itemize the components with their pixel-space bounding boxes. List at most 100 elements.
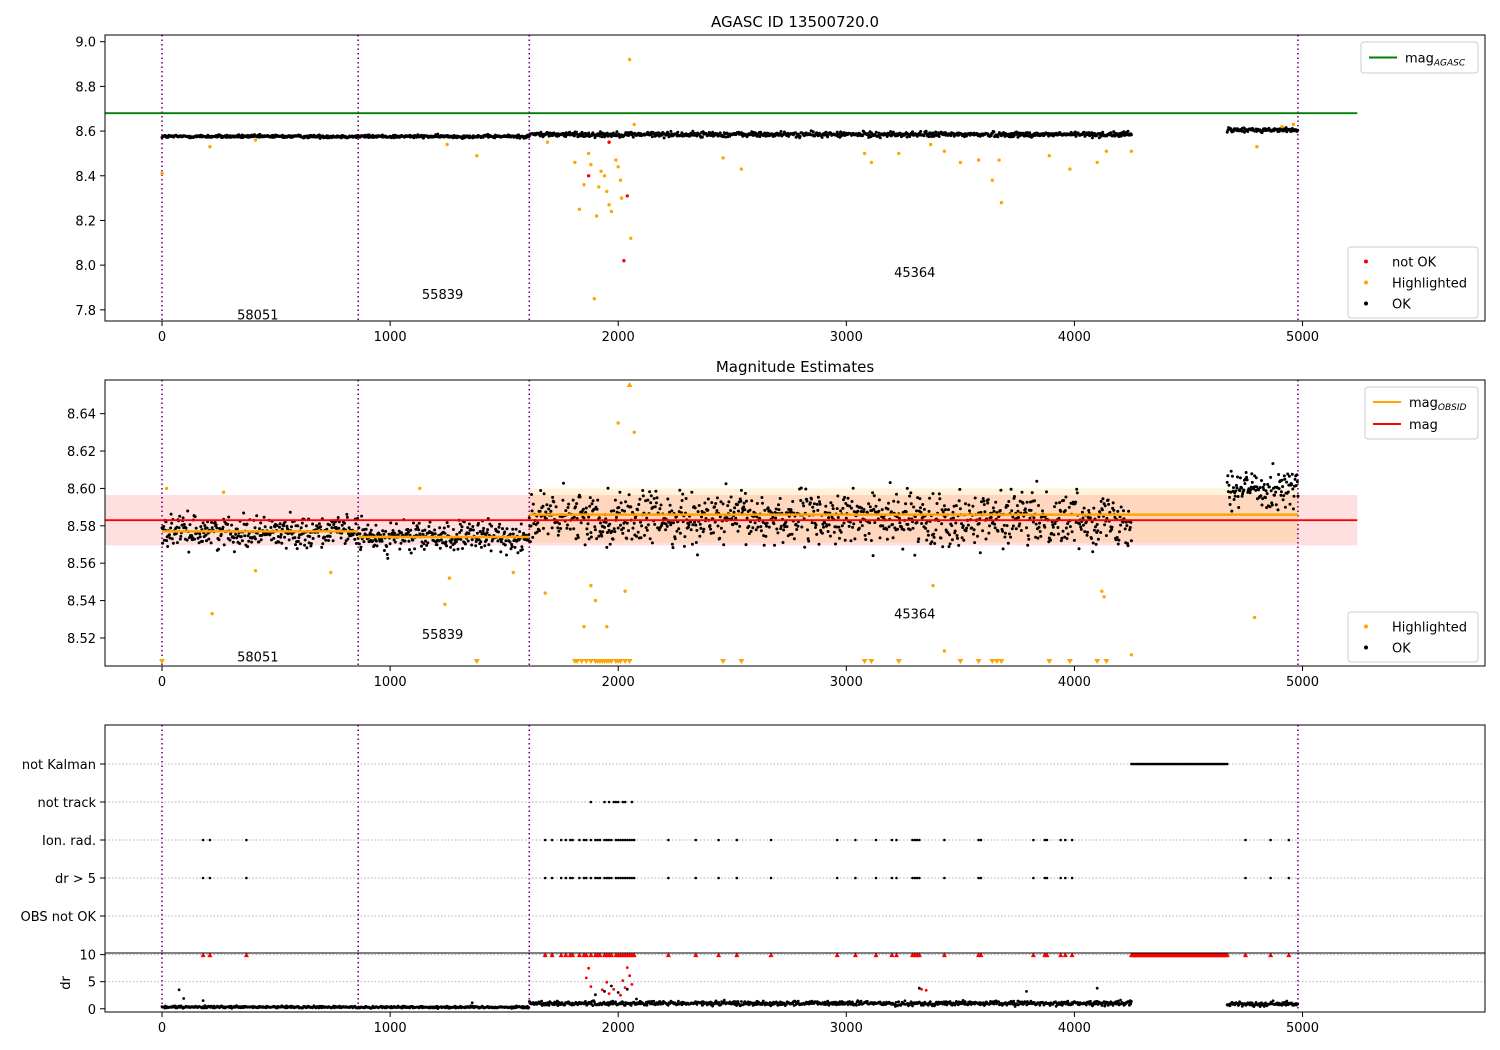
ok-point [1124,520,1128,524]
ok-point [800,525,804,529]
clipped-low-marker [1066,659,1073,664]
ok-point [515,539,519,543]
ok-point [940,522,944,526]
ok-point [916,496,920,500]
ok-point [243,534,247,538]
flag-point [1070,876,1074,880]
ok-point [1097,515,1101,519]
ok-point [481,529,485,533]
flag-point [585,838,588,842]
ok-point [700,135,704,139]
ok-point [308,535,312,538]
ok-point [736,529,740,533]
ok-point [807,539,811,543]
ok-point [1290,483,1294,487]
x-tick-label: 2000 [602,330,635,345]
ok-point [1288,502,1292,506]
ok-point [655,496,659,500]
ok-point [585,527,589,531]
ok-point [571,498,575,502]
ok-point [511,527,515,531]
ok-point [1096,529,1100,533]
ok-point [927,509,931,513]
ok-point [670,542,674,546]
ok-point [1066,532,1070,536]
ok-point [598,530,602,533]
ok-point [295,547,299,551]
flag-point [874,838,878,842]
highlighted-point [862,151,867,156]
ok-point [1126,129,1130,133]
ok-point [496,539,500,543]
ok-point [987,531,991,535]
ok-point [424,539,427,543]
ok-point [712,531,715,535]
ok-point [722,530,726,534]
highlighted-point [607,203,611,207]
ok-point [851,525,855,529]
ok-point [582,516,586,520]
flag-point [626,838,629,842]
ok-point [337,526,341,530]
ok-point [1259,494,1263,498]
flag-point [619,876,622,880]
ok-point [759,525,763,529]
ok-point [828,534,832,538]
ok-point [719,526,723,530]
ok-point [812,509,816,513]
ok-point [1051,523,1055,527]
ok-point [362,540,366,544]
ok-point [317,534,321,538]
ok-point [605,531,609,534]
ok-point [1293,477,1297,481]
flag-point [717,876,720,880]
highlighted-point [1095,160,1099,165]
y-tick-label: 7.8 [75,304,96,319]
ok-point [943,515,947,519]
ok-point [955,534,959,537]
ok-point [931,492,935,496]
ok-point [380,539,384,543]
ok-point [973,541,977,545]
legend-box [1347,246,1479,319]
ok-point [518,530,522,534]
ok-point [198,535,202,539]
ok-point [761,501,764,505]
ok-point [1001,547,1005,551]
legend-dot-swatch [1364,645,1368,650]
ok-point [810,521,814,525]
ok-point [989,134,993,138]
ok-point [527,1006,531,1009]
ok-point [678,488,682,492]
ok-point [299,526,303,530]
highlighted-point [1100,589,1104,593]
ok-point [184,526,188,530]
ok-point [538,529,541,533]
ok-point [1007,532,1011,536]
ok-point [1266,482,1270,486]
ok-point [530,509,534,513]
ok-point [698,534,702,538]
ok-point [709,531,713,535]
flag-point [621,876,625,880]
ok-point [971,504,975,508]
ok-point [199,525,203,529]
legend-dot-swatch [1364,301,1368,306]
ok-point [232,536,236,540]
flag-point [543,876,547,880]
ok-point [859,510,863,513]
ok-point [555,520,559,524]
ok-point [631,526,635,530]
ok-point [913,553,917,557]
ok-point [895,515,899,519]
ok-point [948,542,952,546]
ok-point [842,498,845,502]
ok-point [718,131,722,135]
ok-point [246,534,250,538]
flag-point [628,838,631,842]
ok-point [1100,508,1104,512]
highlighted-point [1291,122,1296,127]
ok-point [678,531,682,535]
ok-point [477,521,480,525]
ok-point [811,505,815,509]
